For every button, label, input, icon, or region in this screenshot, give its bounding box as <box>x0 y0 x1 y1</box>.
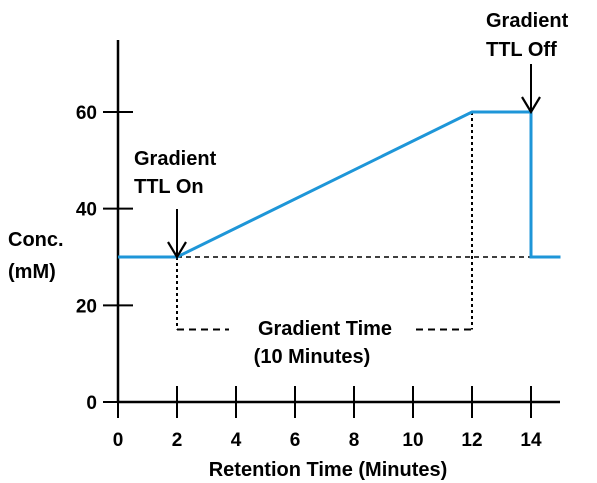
gradient-time-label-line-1: Gradient Time <box>258 318 392 340</box>
y-axis-label-line-1: Conc. <box>8 229 64 251</box>
ttl-on-label-line-2: TTL On <box>134 176 204 198</box>
x-tick-label-14: 14 <box>520 430 542 451</box>
dashed-lines <box>176 112 561 331</box>
x-tick-label-4: 4 <box>231 430 242 451</box>
x-tick-label-8: 8 <box>349 430 360 451</box>
y-axis-label-line-2: (mM) <box>8 261 56 283</box>
x-tick-label-0: 0 <box>113 430 124 451</box>
ttl-on-arrow-head <box>167 241 187 260</box>
ticks: 0 2 4 6 8 10 12 14 0 20 40 60 <box>76 103 542 451</box>
x-tick-label-12: 12 <box>461 430 482 451</box>
y-tick-label-0: 0 <box>86 393 97 414</box>
series <box>118 110 561 259</box>
gradient-time-label-line-2: (10 Minutes) <box>254 346 371 368</box>
y-tick-label-20: 20 <box>76 296 97 317</box>
x-axis-label: Retention Time (Minutes) <box>209 459 448 481</box>
concentration-series-line-0 <box>118 110 561 259</box>
x-tick-label-10: 10 <box>402 430 423 451</box>
ttl-off-label-line-2: TTL Off <box>486 39 557 61</box>
arrows <box>167 64 541 260</box>
y-tick-label-60: 60 <box>76 103 97 124</box>
x-tick-label-6: 6 <box>290 430 301 451</box>
axes <box>116 40 560 404</box>
ttl-on-label-line-1: Gradient <box>134 148 217 170</box>
ttl-off-label-line-1: Gradient <box>486 10 569 32</box>
ttl-off-arrow-head <box>521 96 541 115</box>
y-tick-label-40: 40 <box>76 200 97 221</box>
x-tick-label-2: 2 <box>172 430 183 451</box>
